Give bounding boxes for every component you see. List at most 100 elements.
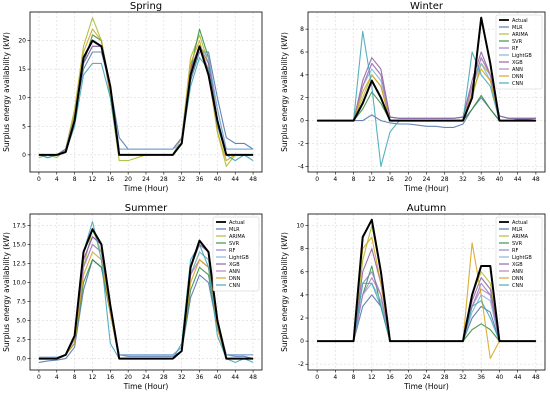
x-tick-label: 16 xyxy=(106,176,114,183)
legend-entry-lightgb: LightGB xyxy=(229,255,249,261)
x-tick-label: 24 xyxy=(423,176,431,183)
legend-entry-actual: Actual xyxy=(229,220,245,226)
x-axis-label: Time (Hour) xyxy=(123,184,169,193)
legend-entry-svr: SVR xyxy=(512,241,523,247)
y-axis-label: Surplus energy availability (kW) xyxy=(2,232,11,352)
legend-entry-rf: RF xyxy=(512,248,518,254)
series-line-actual xyxy=(38,39,254,156)
x-tick-label: 32 xyxy=(178,374,186,381)
y-tick-label: 7.5 xyxy=(16,299,26,306)
x-tick-label: 44 xyxy=(231,374,239,381)
x-tick-label: 28 xyxy=(441,374,449,381)
y-axis-label: Surplus energy availability (kW) xyxy=(2,32,11,152)
y-tick-label: 20 xyxy=(18,38,26,45)
legend-entry-lightgb: LightGB xyxy=(512,255,532,261)
legend-entry-mlr: MLR xyxy=(512,25,523,31)
x-tick-label: 44 xyxy=(514,374,522,381)
x-tick-label: 20 xyxy=(404,176,412,183)
legend-entry-rf: RF xyxy=(512,46,518,52)
legend-entry-rf: RF xyxy=(229,248,235,254)
x-tick-label: 4 xyxy=(333,374,337,381)
x-tick-label: 40 xyxy=(214,374,222,381)
legend-entry-cnn: CNN xyxy=(229,283,240,289)
legend-entry-svr: SVR xyxy=(512,39,523,45)
y-tick-label: 8 xyxy=(300,26,304,33)
x-tick-label: 12 xyxy=(368,374,376,381)
chart-title: Autumn xyxy=(407,203,447,214)
legend-entry-xgb: XGB xyxy=(229,262,240,268)
x-axis-label: Time (Hour) xyxy=(403,184,449,193)
x-tick-label: 28 xyxy=(441,176,449,183)
series-line-actual xyxy=(38,228,254,360)
x-tick-label: 20 xyxy=(124,176,132,183)
legend-entry-dnn: DNN xyxy=(512,74,524,80)
legend-entry-actual: Actual xyxy=(512,18,528,24)
y-axis-label: Surplus energy availability (kW) xyxy=(280,232,289,352)
x-tick-label: 4 xyxy=(333,176,337,183)
legend-entry-xgb: XGB xyxy=(512,60,523,66)
x-tick-label: 0 xyxy=(315,176,319,183)
legend-entry-dnn: DNN xyxy=(512,276,524,282)
x-tick-label: 48 xyxy=(249,176,257,183)
x-tick-label: 8 xyxy=(73,176,77,183)
x-tick-label: 4 xyxy=(55,374,59,381)
y-tick-label: -2 xyxy=(298,140,304,147)
series-line-actual xyxy=(317,218,536,343)
legend-entry-actual: Actual xyxy=(512,220,528,226)
legend-entry-cnn: CNN xyxy=(512,81,523,87)
chart-title: Spring xyxy=(130,1,162,12)
y-tick-label: 8 xyxy=(300,246,304,253)
y-tick-label: 17.5 xyxy=(13,222,27,229)
y-tick-label: 2 xyxy=(300,95,304,102)
chart-title: Winter xyxy=(410,1,444,12)
x-tick-label: 48 xyxy=(249,374,257,381)
x-tick-label: 28 xyxy=(160,374,168,381)
x-tick-label: 16 xyxy=(386,374,394,381)
x-axis-label: Time (Hour) xyxy=(123,382,169,391)
x-tick-label: 0 xyxy=(315,374,319,381)
legend-entry-mlr: MLR xyxy=(512,227,523,233)
chart-title: Summer xyxy=(125,203,168,214)
chart-panel-summer: 0 4 8 12 16 20 24 28 32 36 40 44 480.02.55.07.510.01… xyxy=(2,203,263,391)
series-line-actual xyxy=(317,16,536,122)
y-tick-label: 15.0 xyxy=(13,241,27,248)
x-tick-label: 24 xyxy=(142,374,150,381)
y-tick-label: 2 xyxy=(300,315,304,322)
legend-entry-dnn: DNN xyxy=(229,276,241,282)
y-tick-label: 0 xyxy=(22,152,26,159)
y-tick-label: 4 xyxy=(300,72,304,79)
x-tick-label: 48 xyxy=(532,176,540,183)
legend-entry-cnn: CNN xyxy=(512,283,523,289)
y-tick-label: 15 xyxy=(18,66,26,73)
legend-entry-ann: ANN xyxy=(512,67,523,73)
x-tick-label: 24 xyxy=(142,176,150,183)
legend-entry-ann: ANN xyxy=(229,269,240,275)
y-tick-label: 2.5 xyxy=(16,337,26,344)
x-tick-label: 20 xyxy=(404,374,412,381)
chart-panel-winter: 0 4 8 12 16 20 24 28 32 36 40 44 48-4-202468WinterTi… xyxy=(280,1,546,193)
y-tick-label: 0.0 xyxy=(16,356,26,363)
legend-entry-arima: ARIMA xyxy=(229,234,246,240)
y-tick-label: 0 xyxy=(300,118,304,125)
x-tick-label: 8 xyxy=(352,374,356,381)
y-tick-label: 10 xyxy=(296,223,304,230)
legend-entry-arima: ARIMA xyxy=(512,234,529,240)
x-tick-label: 40 xyxy=(496,374,504,381)
x-tick-label: 20 xyxy=(124,374,132,381)
legend-entry-ann: ANN xyxy=(512,269,523,275)
x-tick-label: 32 xyxy=(178,176,186,183)
y-tick-label: 10 xyxy=(18,95,26,102)
x-tick-label: 32 xyxy=(459,176,467,183)
x-tick-label: 24 xyxy=(423,374,431,381)
legend-entry-svr: SVR xyxy=(229,241,240,247)
x-tick-label: 40 xyxy=(214,176,222,183)
y-tick-label: 4 xyxy=(300,292,304,299)
legend-entry-arima: ARIMA xyxy=(512,32,529,38)
x-tick-label: 4 xyxy=(55,176,59,183)
legend-entry-lightgb: LightGB xyxy=(512,53,532,59)
x-tick-label: 16 xyxy=(106,374,114,381)
x-tick-label: 44 xyxy=(231,176,239,183)
y-tick-label: 5 xyxy=(22,123,26,130)
